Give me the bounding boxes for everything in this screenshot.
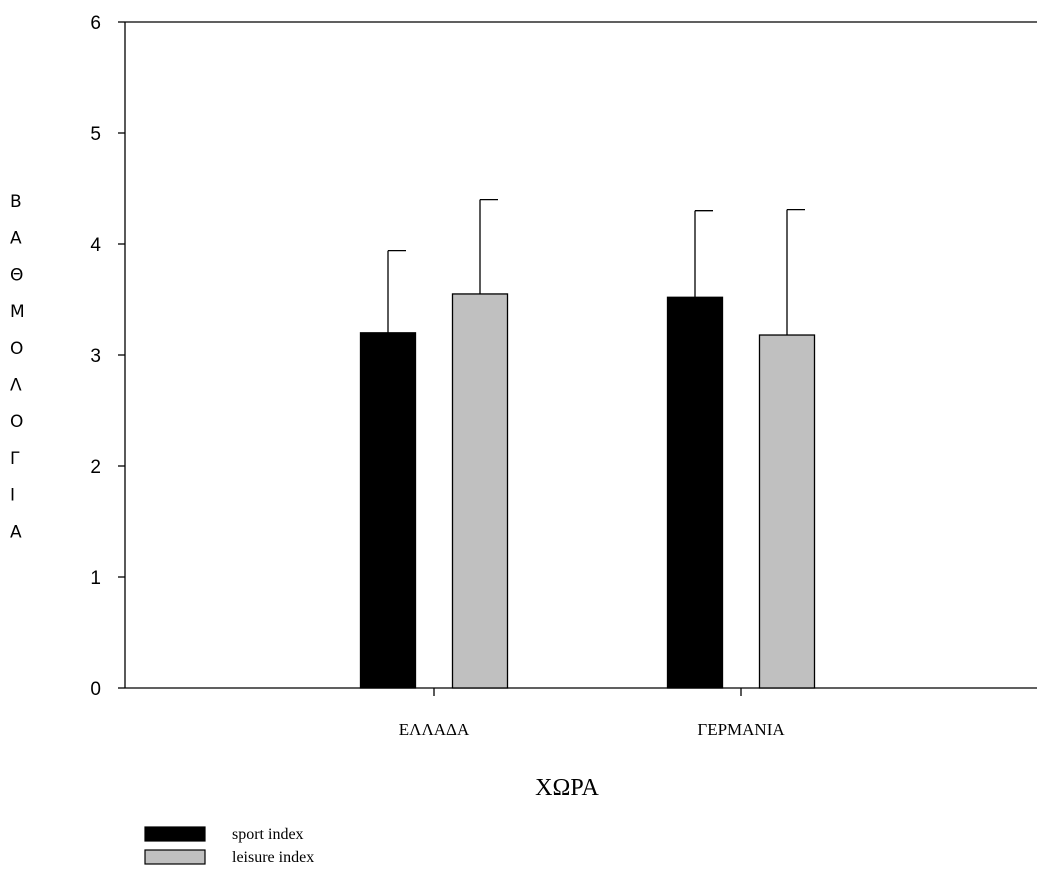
y-tick-label: 6 [90, 13, 101, 34]
y-axis-title-letter: Ο [10, 412, 23, 432]
y-axis-title-letter: Α [10, 229, 22, 249]
bars [359, 293, 816, 689]
y-axis-title-letter: Ι [10, 486, 15, 506]
y-axis-title-letter: Ο [10, 339, 23, 359]
legend-swatch [144, 849, 206, 865]
x-tick-label: ΓΕΡΜΑΝΙΑ [697, 720, 785, 739]
bar [758, 334, 816, 689]
y-tick-label: 2 [90, 457, 101, 478]
y-ticks: 0 1 2 3 4 5 6 [90, 13, 125, 700]
y-tick-label: 4 [90, 235, 101, 256]
y-axis-title-letter: Α [10, 522, 22, 542]
x-axis-title: ΧΩΡΑ [535, 775, 599, 801]
y-axis-title-letter: Λ [10, 376, 22, 396]
y-axis-title-letter: Γ [10, 449, 20, 469]
legend-label: leisure index [232, 849, 314, 866]
y-tick-label: 5 [90, 124, 101, 145]
y-tick-label: 0 [90, 679, 101, 700]
x-ticks: ΕΛΛΑΔΑ ΓΕΡΜΑΝΙΑ [399, 688, 785, 739]
bar [666, 296, 724, 689]
y-axis-title-letter: Β [10, 192, 22, 212]
y-axis-title-letter: Μ [10, 302, 25, 322]
legend-swatch [144, 826, 206, 842]
axes [124, 21, 1037, 689]
legend: sport index leisure index [144, 826, 314, 866]
y-tick-label: 1 [90, 568, 101, 589]
y-axis-title-letter: Θ [10, 265, 23, 285]
x-tick-label: ΕΛΛΑΔΑ [399, 720, 470, 739]
error-bars [387, 198, 805, 336]
bar [359, 332, 417, 689]
bar [451, 293, 509, 689]
legend-label: sport index [232, 826, 304, 843]
y-tick-label: 3 [90, 346, 101, 367]
